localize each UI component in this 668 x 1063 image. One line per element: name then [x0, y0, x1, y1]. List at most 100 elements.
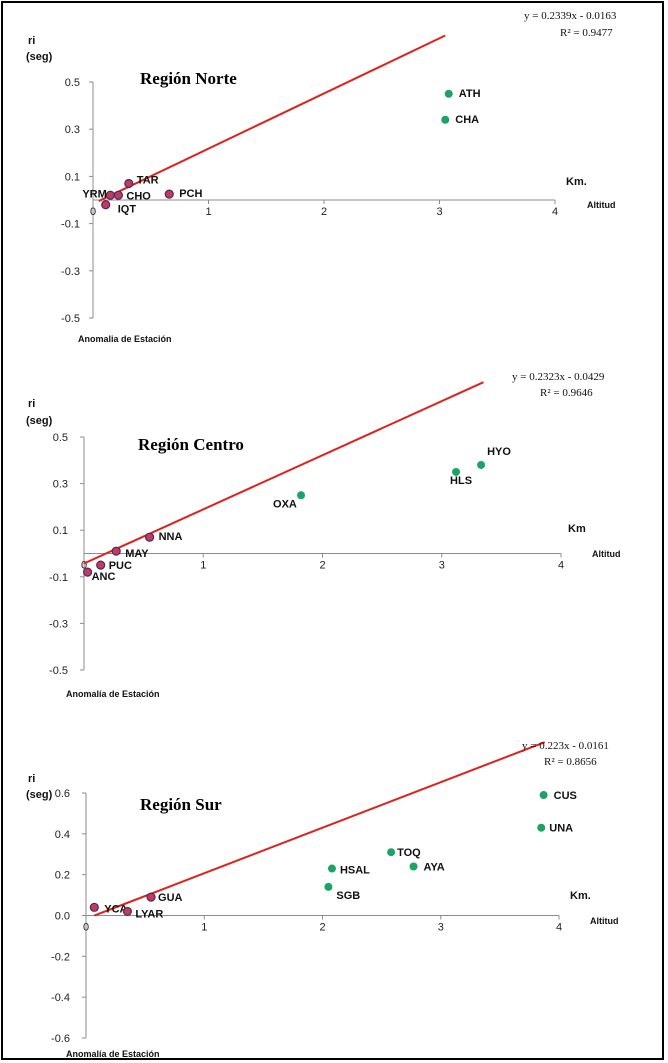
x-tick-label: 1 [201, 922, 207, 934]
data-point-una [537, 823, 546, 832]
y-tick-label: -0.1 [61, 219, 80, 231]
x-tick-label: 2 [319, 922, 325, 934]
y-axis-label: ri [28, 35, 35, 47]
data-point-cha [441, 115, 450, 124]
y-tick-label: 0.3 [53, 479, 68, 491]
point-label-yca: YCA [104, 903, 127, 915]
footer-label: Anomalía de Estación [66, 1049, 160, 1059]
data-point-hls [452, 467, 461, 476]
point-label-sgb: SGB [336, 890, 360, 902]
r-squared: R² = 0.9646 [540, 387, 593, 399]
y-tick-label: 0.1 [53, 525, 68, 537]
y-tick-label: -0.5 [49, 665, 68, 677]
y-tick-label: 0.5 [65, 77, 80, 89]
data-point-iqt [101, 200, 111, 210]
chart-panel-3: 0.6 0.4 0.2 0.0 -0.2 -0.4 -0.6 0 1 2 3 4 CUS UNA TOQAY… [26, 740, 619, 1059]
data-point-gua [146, 892, 156, 902]
r-squared: R² = 0.9477 [560, 27, 613, 39]
y-tick-label: -0.5 [61, 313, 80, 325]
y-tick-label: -0.4 [51, 992, 70, 1004]
y-axis-unit: (seg) [26, 51, 53, 63]
x-tick-label: 2 [321, 206, 327, 218]
point-label-ath: ATH [459, 88, 481, 100]
point-label-aya: AYA [424, 862, 445, 874]
data-point-aya [409, 862, 418, 871]
chart-title: Región Centro [138, 435, 244, 454]
trendline [93, 741, 546, 917]
data-point-sgb [324, 882, 333, 891]
x-tick-label: 3 [436, 206, 442, 218]
point-label-hls: HLS [450, 475, 472, 487]
data-point-ath [444, 89, 453, 98]
point-label-yrm: YRM [82, 188, 106, 200]
data-point-pch [164, 189, 174, 199]
point-label-anc: ANC [92, 571, 116, 583]
y-tick-label: -0.1 [49, 572, 68, 584]
data-point-tar [124, 178, 134, 189]
y-axis-label: ri [28, 398, 35, 410]
x-axis-unit: Km [568, 523, 586, 535]
x-axis-label: Altitud [587, 200, 616, 210]
data-point-nna [144, 532, 155, 542]
point-label-gua: GUA [158, 892, 183, 904]
x-tick-label: 4 [552, 206, 558, 218]
point-label-una: UNA [549, 823, 573, 835]
data-point-yrm [105, 190, 115, 200]
y-tick-label: -0.3 [61, 266, 80, 278]
chart-panel-2: 0.5 0.3 0.1 -0.1 -0.3 -0.5 0 1 2 3 4 HYO HLS OXA NNA MA… [26, 371, 621, 699]
data-point-cho [113, 190, 124, 200]
regression-equation: y = 0.223x - 0.0161 [522, 740, 609, 752]
x-tick-label: 0 [81, 560, 87, 572]
point-label-toq: TOQ [397, 847, 421, 859]
y-tick-label: 0.4 [55, 829, 70, 841]
r-squared: R² = 0.8656 [544, 756, 597, 768]
point-label-puc: PUC [109, 560, 132, 572]
x-tick-label: 2 [319, 560, 325, 572]
chart-panel-1: 0.5 0.3 0.1 -0.1 -0.3 -0.5 0 1 2 3 4 ATH CHA TAR YRM CH… [26, 10, 617, 344]
data-point-hyo [477, 460, 486, 469]
y-tick-label: -0.2 [51, 951, 70, 963]
point-label-pch: PCH [179, 188, 202, 200]
x-tick-label: 1 [205, 206, 211, 218]
y-tick-label: 0.2 [55, 870, 70, 882]
footer-label: Anomalia de Estación [78, 334, 172, 344]
point-label-may: MAY [125, 548, 149, 560]
point-label-oxa: OXA [273, 498, 297, 510]
x-tick-label: 3 [439, 560, 445, 572]
x-axis-label: Altitud [592, 549, 621, 559]
data-point-puc [96, 560, 106, 570]
x-axis-unit: Km. [566, 176, 587, 188]
regression-equation: y = 0.2339x - 0.0163 [524, 10, 617, 22]
trendline [98, 34, 446, 202]
point-label-hsal: HSAL [340, 865, 370, 877]
chart-title: Región Norte [140, 69, 237, 88]
x-tick-label: 3 [438, 922, 444, 934]
y-tick-label: -0.6 [51, 1033, 70, 1045]
x-tick-label: 0 [83, 922, 89, 934]
point-label-cus: CUS [554, 790, 577, 802]
chart-title: Región Sur [140, 795, 222, 814]
trendline [83, 381, 484, 565]
x-axis-label: Altitud [590, 916, 619, 926]
x-tick-label: 4 [556, 922, 562, 934]
point-label-cha: CHA [455, 114, 479, 126]
point-label-iqt: IQT [118, 204, 137, 216]
y-tick-label: 0.1 [65, 171, 80, 183]
data-point-lyar [122, 906, 132, 917]
y-axis-unit: (seg) [26, 415, 53, 427]
y-tick-label: 0.6 [55, 788, 70, 800]
y-axis-unit: (seg) [26, 789, 53, 801]
data-point-yca [89, 902, 99, 912]
data-point-hsal [327, 864, 336, 873]
x-tick-label: 1 [200, 560, 206, 572]
point-label-nna: NNA [159, 531, 183, 543]
point-label-cho: CHO [126, 190, 151, 202]
y-tick-label: -0.3 [49, 618, 68, 630]
point-label-hyo: HYO [487, 446, 511, 458]
data-point-oxa [297, 491, 306, 500]
y-axis-label: ri [28, 773, 35, 785]
point-label-tar: TAR [137, 174, 159, 186]
y-tick-label: 0.0 [55, 911, 70, 923]
x-axis-unit: Km. [570, 890, 591, 902]
